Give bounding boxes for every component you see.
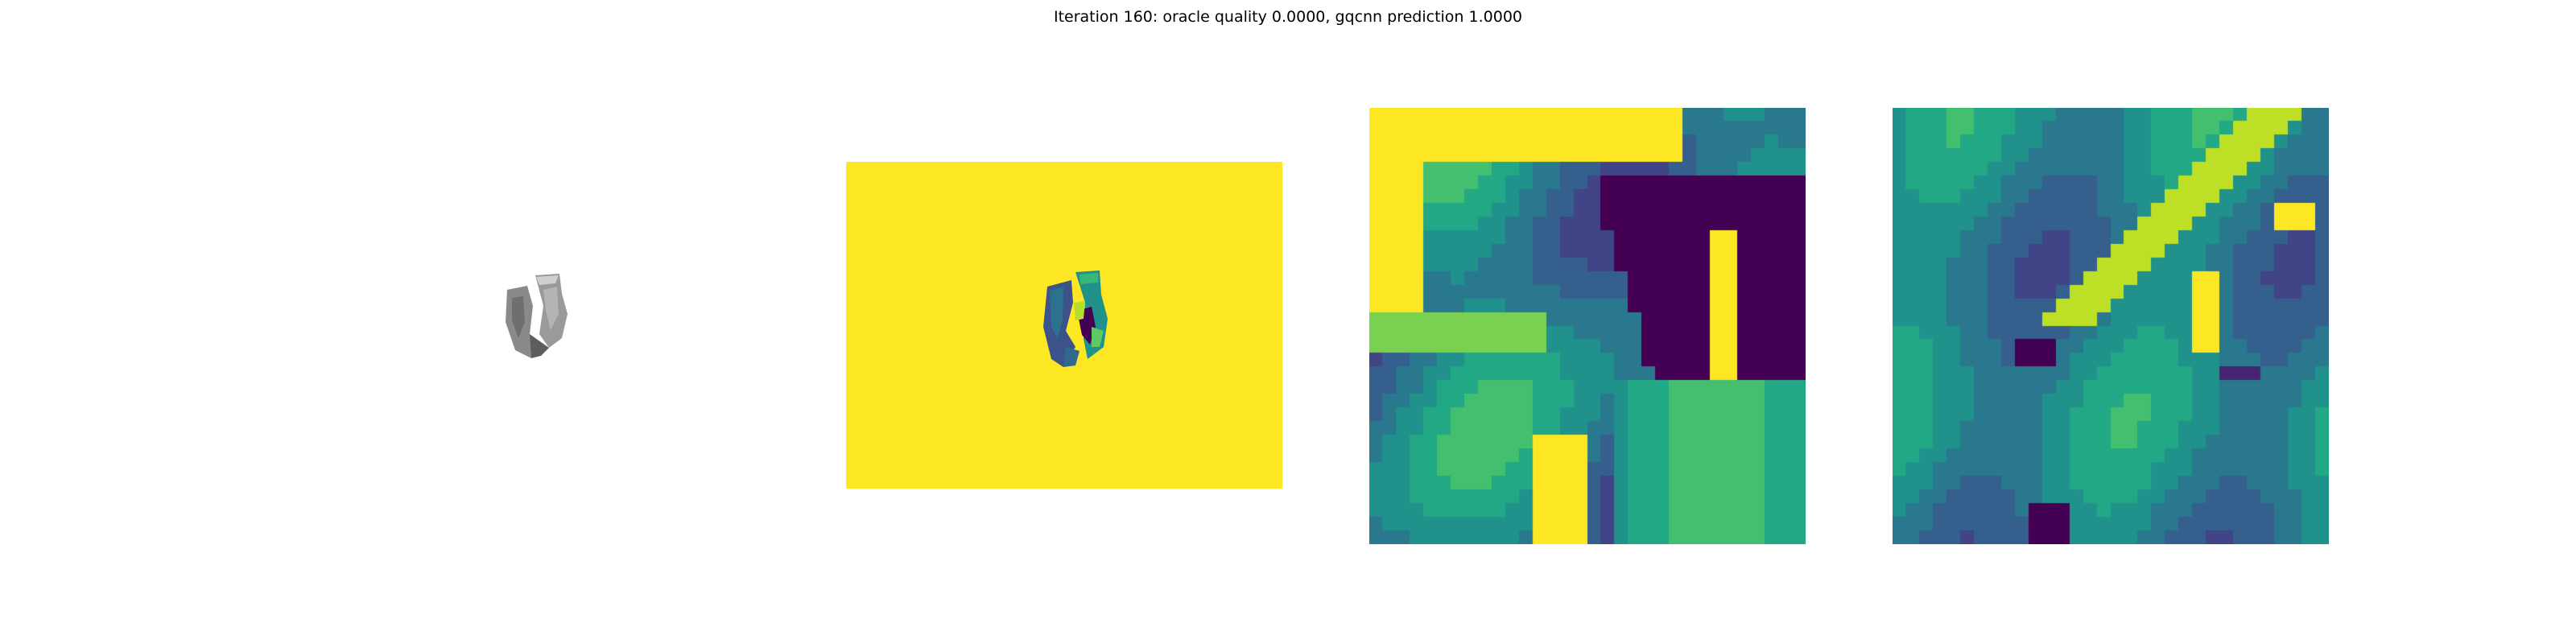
depth-object — [1043, 270, 1108, 367]
object-render-image — [483, 258, 596, 386]
figure-title: Iteration 160: oracle quality 0.0000, gq… — [1053, 8, 1522, 26]
depth-image — [846, 162, 1282, 489]
object-mesh — [506, 274, 568, 358]
depth-crop-image-2 — [1893, 108, 2329, 544]
depth-crop-image-1 — [1369, 108, 1806, 544]
